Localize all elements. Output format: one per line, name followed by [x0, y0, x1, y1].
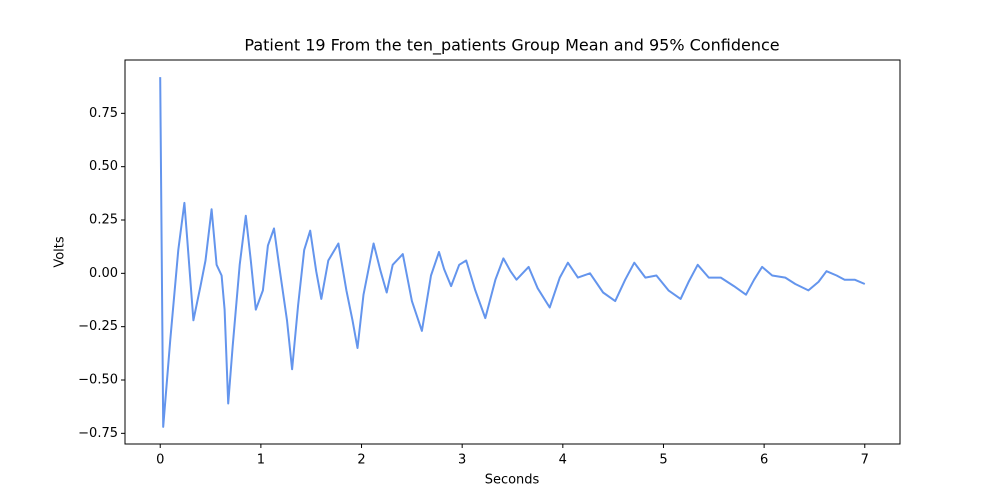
x-tick-label: 5 — [659, 453, 667, 468]
x-tick-label: 7 — [861, 453, 869, 468]
y-tick-label: 0.50 — [89, 159, 118, 174]
x-tick-label: 4 — [559, 453, 567, 468]
x-tick-label: 6 — [760, 453, 768, 468]
y-tick-label: 0.25 — [89, 213, 118, 228]
plot-frame — [124, 59, 901, 445]
x-tick-label: 0 — [156, 453, 164, 468]
x-tick-label: 1 — [257, 453, 265, 468]
y-tick-label: −0.75 — [78, 426, 118, 441]
y-tick-label: −0.25 — [78, 319, 118, 334]
y-tick-label: 0.00 — [89, 266, 118, 281]
chart-title: Patient 19 From the ten_patients Group M… — [244, 36, 779, 56]
x-tick-label: 3 — [458, 453, 466, 468]
x-tick-label: 2 — [357, 453, 365, 468]
y-axis-label: Volts — [53, 236, 68, 268]
y-tick-label: 0.75 — [89, 106, 118, 121]
y-tick-label: −0.50 — [78, 373, 118, 388]
x-axis-label: Seconds — [485, 473, 540, 488]
data-line — [159, 77, 866, 428]
